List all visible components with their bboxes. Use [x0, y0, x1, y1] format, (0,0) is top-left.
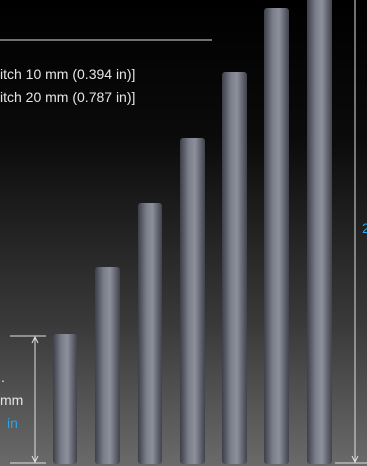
spec-line: itch 10 mm (0.394 in)] [0, 66, 135, 82]
stick [307, 0, 332, 464]
dimension-text: in [7, 415, 18, 431]
stick [222, 72, 247, 464]
dimension-text: . [1, 369, 5, 385]
product-image: itch 10 mm (0.394 in)] itch 20 mm (0.787… [0, 0, 367, 466]
stick [138, 203, 162, 464]
stick [180, 138, 205, 464]
stick [95, 267, 120, 464]
spec-line: itch 20 mm (0.787 in)] [0, 89, 135, 105]
dimension-text: mm [0, 392, 23, 408]
stick [264, 8, 289, 464]
stick [53, 334, 77, 464]
dimension-text: 2 [362, 220, 367, 236]
